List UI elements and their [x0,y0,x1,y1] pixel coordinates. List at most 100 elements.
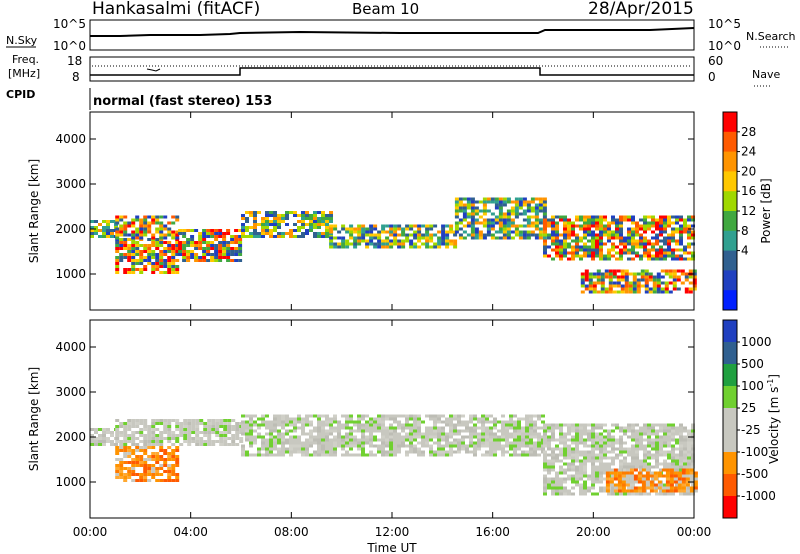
velocity-echo-cell [663,462,667,466]
velocity-echo-cell [517,432,521,436]
velocity-echo-cell [647,456,651,460]
velocity-echo-cell [155,419,160,422]
velocity-echo-cell [675,453,679,457]
velocity-echo-cell [609,468,614,472]
velocity-echo-cell [289,438,293,442]
velocity-echo-cell [517,423,521,427]
power-echo-cell [131,268,136,271]
velocity-echo-cell [563,450,567,454]
power-echo-cell [325,220,329,223]
velocity-echo-cell [625,468,630,472]
velocity-echo-cell [619,444,623,448]
power-echo-cell [454,221,459,225]
power-echo-cell [652,275,657,279]
power-echo-cell [194,247,199,250]
power-echo-cell [684,287,689,291]
velocity-echo-cell [567,432,571,436]
power-echo-cell [210,241,215,244]
velocity-echo-cell [571,426,575,430]
power-echo-cell [486,230,491,234]
velocity-echo-cell [241,420,245,424]
velocity-echo-cell [219,422,224,425]
velocity-echo-cell [127,437,132,440]
power-echo-cell [551,239,555,243]
power-echo-cell [599,257,603,261]
velocity-echo-cell [623,429,627,433]
velocity-echo-cell [381,414,385,418]
power-echo-cell [631,251,635,255]
power-echo-cell [671,230,675,234]
power-echo-cell [498,206,503,210]
velocity-colorbar-tick-label: 100 [741,379,764,393]
velocity-echo-cell [563,432,567,436]
power-echo-cell [482,206,487,210]
power-echo-cell [470,212,475,216]
power-echo-cell [687,236,691,240]
power-echo-cell [644,290,649,294]
power-echo-cell [198,256,203,259]
power-echo-cell [526,203,531,207]
velocity-echo-cell [599,486,603,490]
velocity-echo-cell [489,450,493,454]
velocity-echo-cell [543,435,547,439]
power-echo-cell [579,215,583,219]
power-echo-cell [171,247,176,250]
power-echo-cell [559,239,563,243]
velocity-echo-cell [671,423,675,427]
power-echo-cell [202,256,207,259]
velocity-echo-cell [675,426,679,430]
velocity-echo-cell [155,473,160,476]
power-echo-cell [482,221,487,225]
power-echo-cell [534,206,539,210]
velocity-echo-cell [465,420,469,424]
velocity-echo-cell [167,473,172,476]
velocity-echo-cell [215,431,220,434]
velocity-echo-cell [619,441,623,445]
power-echo-cell [607,230,611,234]
velocity-echo-cell [115,458,120,461]
power-echo-cell [655,233,659,237]
velocity-echo-cell [313,441,317,445]
velocity-echo-cell [673,480,678,484]
velocity-echo-cell [583,483,587,487]
velocity-echo-cell [647,492,651,496]
power-echo-cell [659,248,663,252]
power-echo-cell [683,218,687,222]
power-echo-cell [655,239,659,243]
velocity-echo-cell [94,428,98,431]
velocity-echo-cell [115,419,120,422]
velocity-echo-cell [607,465,611,469]
power-echo-cell [470,203,475,207]
velocity-echo-cell [635,465,639,469]
velocity-echo-cell [433,453,437,457]
velocity-echo-cell [223,419,228,422]
power-echo-cell [615,236,619,240]
velocity-echo-cell [525,420,529,424]
velocity-echo-cell [583,423,587,427]
velocity-echo-cell [453,417,457,421]
velocity-echo-cell [453,444,457,448]
power-echo-cell [230,250,235,253]
velocity-echo-cell [485,450,489,454]
power-echo-cell [163,271,168,274]
power-echo-cell [510,236,515,240]
power-echo-cell [506,230,511,234]
velocity-echo-cell [659,468,663,472]
power-echo-cell [636,278,641,282]
velocity-echo-cell [293,447,297,451]
power-echo-cell [361,233,366,237]
velocity-echo-cell [683,453,687,457]
velocity-echo-cell [147,473,152,476]
noise-right-label: N.Search [746,30,796,43]
velocity-echo-cell [365,429,369,433]
velocity-echo-cell [465,423,469,427]
power-echo-cell [538,230,543,234]
velocity-echo-cell [139,461,144,464]
velocity-echo-cell [583,474,587,478]
velocity-echo-cell [341,438,345,442]
power-echo-cell [277,235,281,238]
power-echo-cell [667,218,671,222]
power-echo-cell [655,236,659,240]
velocity-echo-cell [179,434,184,437]
velocity-echo-cell [613,477,618,481]
